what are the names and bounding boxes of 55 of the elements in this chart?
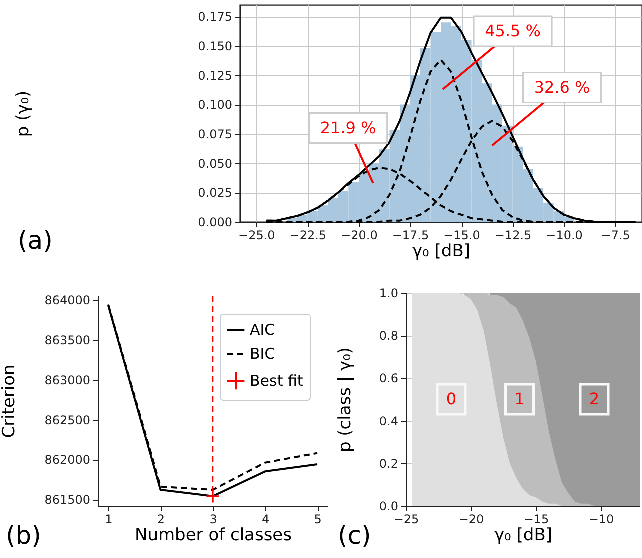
x-axis-title: γ₀ [dB] [412,242,470,262]
x-tick-label: −10.0 [546,228,583,242]
x-tick-label: 2 [157,512,166,526]
annotation: 21.9 % [320,118,376,138]
y-tick-label: 0.025 [198,186,232,200]
x-tick-label: −22.5 [290,228,327,242]
legend-label: BIC [250,345,276,363]
text: (a) [18,226,53,255]
x-tick-label: −7.5 [601,228,630,242]
y-axis-title: p (γ₀) [14,90,34,138]
y-tick-label: 0.0 [379,500,398,514]
y-tick-label: 0.150 [198,40,232,54]
y-tick-label: 0.125 [198,68,232,83]
y-tick-label: 0.2 [379,456,398,471]
y-axis-title: Criterion [0,364,20,438]
x-tick-label: 4 [262,512,270,526]
legend-label: Best fit [250,372,304,390]
x-tick-label: −15.0 [444,228,480,242]
y-tick-label: 862000 [44,453,90,468]
annotation: 45.5 % [485,21,542,40]
y-tick-label: 863500 [44,333,90,348]
y-tick-label: 0.8 [379,329,398,344]
x-tick-label: −25 [394,512,420,526]
x-axis-title: Number of classes [134,526,292,546]
x-tick-label: −17.5 [392,228,430,242]
x-tick-label: −10 [588,512,614,526]
y-tick-label: 0.075 [198,128,232,142]
series-label: 2 [589,390,600,408]
y-tick-label: 0.100 [198,98,232,112]
y-tick-label: 0.175 [198,10,232,24]
y-tick-label: 1.0 [379,286,398,300]
y-tick-label: 863000 [44,373,90,388]
x-tick-label: −12.5 [494,228,532,242]
y-tick-label: 0.000 [198,216,232,230]
y-tick-label: 861500 [44,493,90,508]
x-tick-label: −20 [458,512,484,526]
series-label: 0 [446,390,457,408]
x-tick-label: 3 [210,512,218,526]
series-label: 1 [514,390,525,408]
y-tick-label: 0.050 [198,156,232,171]
y-tick-label: 0.4 [379,414,398,428]
x-tick-label: 1 [105,512,113,526]
y-tick-label: 0.6 [379,372,398,386]
x-tick-label: −15 [524,512,550,526]
x-tick-label: 5 [314,512,322,526]
text: (b) [6,521,42,550]
y-axis-title: p (class | γ₀) [336,347,356,453]
legend-label: AIC [250,321,276,339]
x-axis-title: γ₀ [dB] [494,526,552,546]
y-tick-label: 862500 [44,413,90,428]
y-tick-label: 864000 [44,293,90,308]
text: (c) [338,521,372,550]
annotation: 32.6 % [534,78,590,97]
x-tick-label: −20.0 [341,228,378,242]
x-tick-label: −25.0 [238,228,276,242]
